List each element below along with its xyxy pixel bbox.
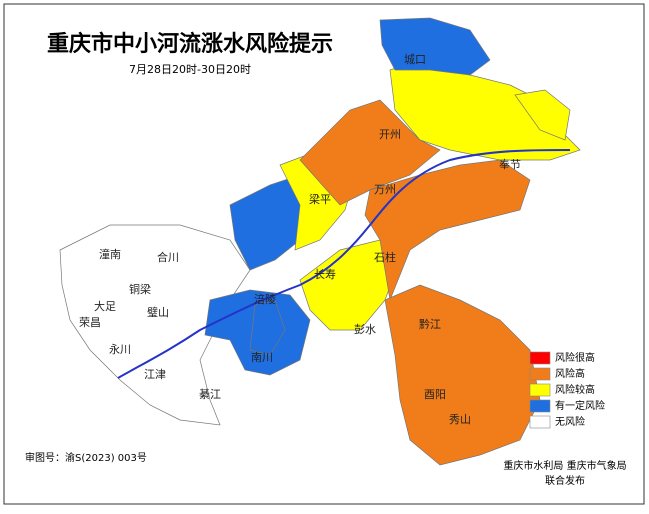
district-label: 秀山 xyxy=(449,413,471,426)
legend-swatch xyxy=(529,415,551,429)
district-label: 大足 xyxy=(94,299,116,313)
legend-swatch xyxy=(529,367,551,381)
district-label: 永川 xyxy=(109,342,131,356)
region xyxy=(59,224,251,426)
district-label: 石柱 xyxy=(374,250,396,264)
map xyxy=(59,17,581,466)
district-label: 江津 xyxy=(144,368,166,381)
district-label: 潼南 xyxy=(99,247,121,261)
legend-swatch xyxy=(529,383,551,397)
publisher: 重庆市水利局 重庆市气象局 xyxy=(503,459,626,472)
region xyxy=(379,17,491,76)
district-label: 黔江 xyxy=(419,317,441,331)
legend-label: 风险较高 xyxy=(555,383,595,396)
district-label: 南川 xyxy=(251,351,273,364)
district-label: 璧山 xyxy=(147,305,169,319)
district-label: 奉节 xyxy=(499,157,521,171)
legend-label: 无风险 xyxy=(555,415,585,428)
district-label: 万州 xyxy=(374,183,396,196)
district-label: 涪陵 xyxy=(254,292,276,306)
subtitle: 7月28日20时-30日20时 xyxy=(129,63,251,76)
title: 重庆市中小河流涨水风险提示 xyxy=(47,31,333,57)
region xyxy=(384,284,541,466)
district-label: 梁平 xyxy=(309,192,331,206)
district-label: 合川 xyxy=(157,250,179,264)
region xyxy=(514,89,571,141)
district-label: 铜梁 xyxy=(129,282,151,296)
publish-note: 联合发布 xyxy=(545,474,585,487)
district-label: 荣昌 xyxy=(79,316,101,329)
district-label: 长寿 xyxy=(314,267,336,281)
legend-swatch xyxy=(529,399,551,413)
region xyxy=(299,99,441,206)
river xyxy=(117,149,571,379)
region xyxy=(249,299,286,356)
district-label: 綦江 xyxy=(199,388,221,401)
review-number: 审图号：渝S(2023) 003号 xyxy=(25,451,147,464)
legend-label: 有一定风险 xyxy=(555,399,605,412)
legend-label: 风险高 xyxy=(555,367,585,380)
district-label: 开州 xyxy=(379,128,401,141)
district-label: 酉阳 xyxy=(424,388,446,401)
region xyxy=(364,159,531,302)
legend-swatch xyxy=(529,351,551,365)
district-label: 彭水 xyxy=(354,322,376,336)
legend-label: 风险很高 xyxy=(555,351,595,364)
district-label: 城口 xyxy=(404,53,426,66)
